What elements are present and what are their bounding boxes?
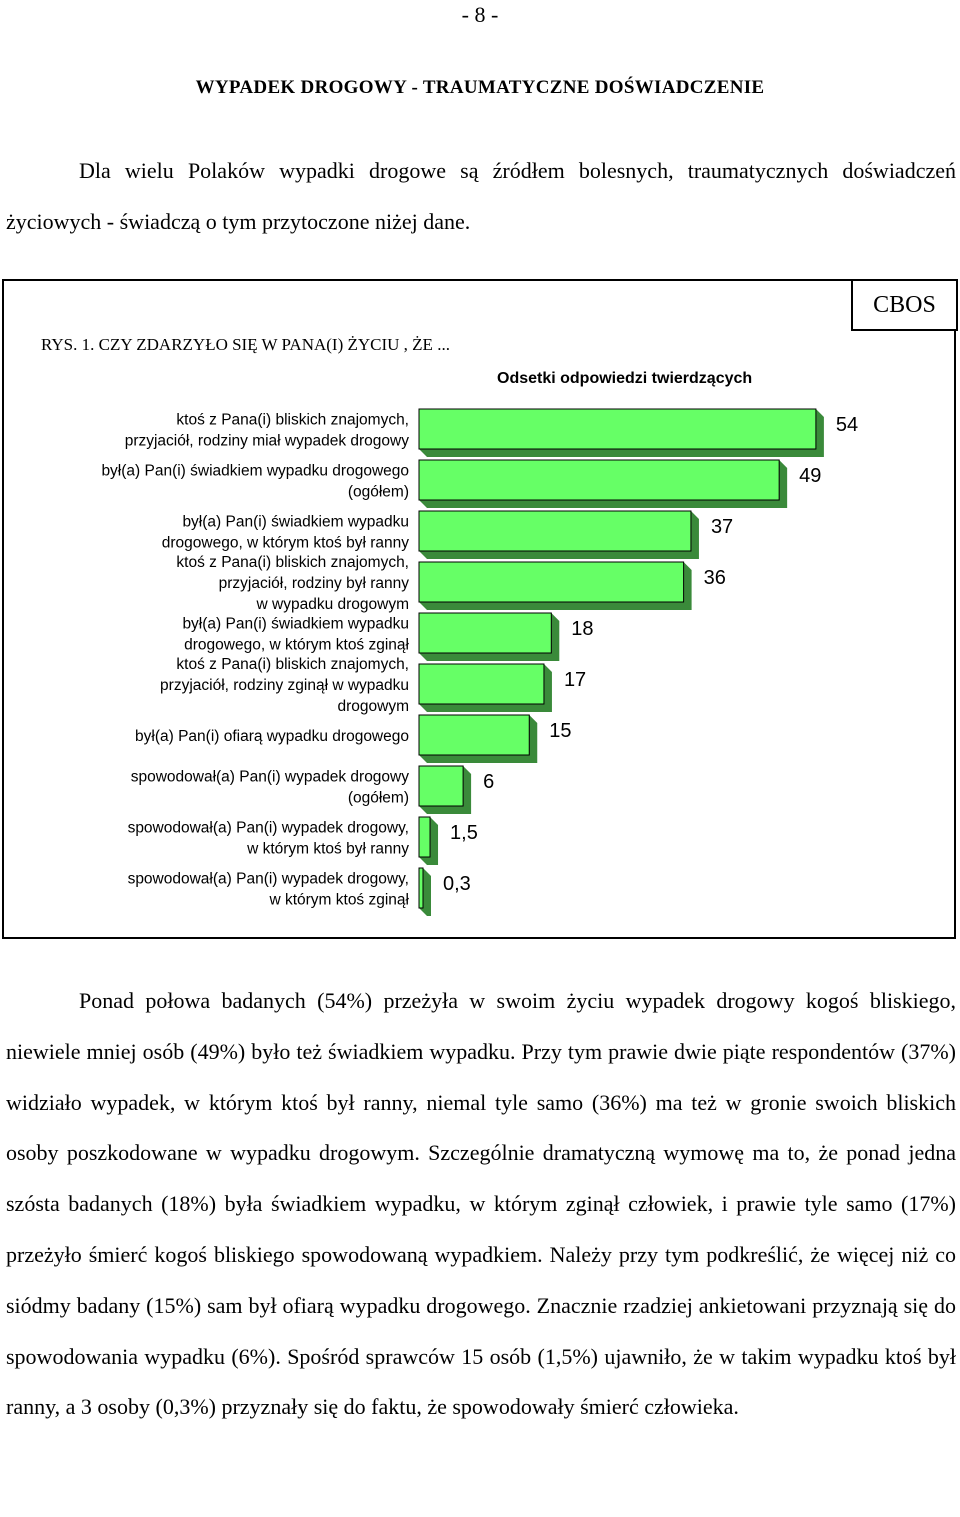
data-label: 49 [799, 465, 821, 487]
data-label: 6 [483, 771, 494, 793]
category-label: spowodował(a) Pan(i) wypadek drogowy (ogó… [131, 768, 410, 806]
source-badge: CBOS [851, 279, 958, 331]
bar [418, 510, 692, 552]
data-label: 18 [571, 618, 593, 640]
bar [418, 561, 685, 603]
bar [418, 459, 780, 501]
bar [418, 408, 817, 450]
bar [418, 612, 552, 654]
chart-subtitle: Odsetki odpowiedzi twierdzących [497, 370, 753, 387]
data-label: 37 [711, 516, 733, 538]
bar [418, 867, 424, 909]
bar [418, 663, 545, 705]
intro-paragraph: Dla wielu Polaków wypadki drogowe są źró… [6, 158, 956, 234]
category-label: ktoś z Pana(i) bliskich znajomych, przyja… [160, 656, 409, 715]
category-label: spowodował(a) Pan(i) wypadek drogowy, w k… [128, 819, 410, 857]
bar [418, 765, 464, 807]
category-label: ktoś z Pana(i) bliskich znajomych, przyja… [125, 411, 410, 449]
data-label: 15 [549, 720, 571, 742]
category-label: był(a) Pan(i) ofiarą wypadku drogowego [135, 728, 409, 745]
data-label: 36 [704, 567, 726, 589]
bar [418, 714, 530, 756]
category-label: był(a) Pan(i) świadkiem wypadku drogowego… [182, 615, 409, 653]
body-paragraph: Ponad połowa badanych (54%) przeżyła w s… [6, 988, 956, 1420]
category-label: był(a) Pan(i) świadkiem wypadku drogoweg… [101, 462, 409, 500]
bar [418, 816, 431, 858]
chart-frame [2, 279, 956, 939]
data-label: 54 [836, 414, 858, 436]
data-label: 0,3 [443, 873, 471, 895]
chart-caption: RYS. 1. CZY ZDARZYŁO SIĘ W PANA(I) ŻYCIU… [41, 335, 450, 354]
data-label: 17 [564, 669, 586, 691]
section-heading: WYPADEK DROGOWY - TRAUMATYCZNE DOŚWIADCZ… [195, 77, 765, 98]
category-label: ktoś z Pana(i) bliskich znajomych, przyja… [176, 554, 409, 613]
data-label: 1,5 [450, 822, 478, 844]
category-label: spowodował(a) Pan(i) wypadek drogowy, w k… [128, 870, 410, 908]
page-number: - 8 - [461, 2, 499, 27]
category-label: był(a) Pan(i) świadkiem wypadku drogowego… [162, 513, 409, 551]
